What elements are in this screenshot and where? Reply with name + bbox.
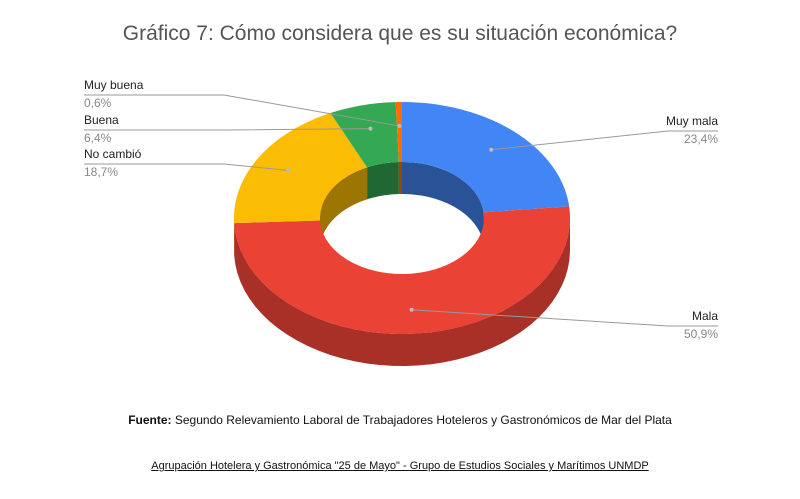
leader-dot-muy-buena [397, 124, 402, 128]
leader-dot-buena [368, 126, 373, 131]
label-buena: Buena [84, 113, 119, 127]
value-muy-mala: 23,4% [684, 132, 718, 146]
slice-muy-mala [402, 102, 570, 213]
value-buena: 6,4% [84, 131, 112, 145]
leader-mala [411, 309, 718, 327]
leader-muy-mala [491, 130, 718, 151]
slice-mala [234, 206, 570, 334]
donut-top [234, 102, 570, 334]
value-muy-buena: 0,6% [84, 96, 112, 110]
label-muy-buena: Muy buena [84, 78, 144, 92]
source-note: Fuente: Segundo Relevamiento Laboral de … [0, 413, 800, 427]
inner-muy-buena [398, 162, 402, 195]
leader-dot-no-cambio [286, 168, 291, 173]
side-mala [234, 218, 570, 366]
credit-line: Agrupación Hotelera y Gastronómica "25 d… [151, 460, 649, 472]
leader-muy-buena [84, 94, 400, 127]
inner-muy-mala [402, 162, 484, 245]
slice-no-cambio [234, 113, 368, 224]
inner-buena [367, 162, 399, 200]
leader-dot-mala [409, 307, 414, 312]
label-mala: Mala [692, 309, 718, 323]
source-text: Segundo Relevamiento Laboral de Trabajad… [171, 413, 672, 427]
leader-dot-muy-mala [489, 147, 494, 152]
label-no-cambio: No cambió [84, 147, 142, 161]
slice-buena [330, 102, 399, 168]
leader-buena [84, 128, 371, 131]
label-muy-mala: Muy mala [666, 114, 718, 128]
donut-inner-wall [320, 162, 484, 250]
chart-title: Gráfico 7: Cómo considera que es su situ… [122, 22, 678, 45]
inner-no-cambio [320, 167, 368, 250]
slice-labels: Muy mala 23,4% Mala 50,9% No cambió 18,7% Buen… [84, 78, 718, 341]
source-prefix: Fuente: [128, 413, 172, 427]
value-no-cambio: 18,7% [84, 165, 118, 179]
donut-side [234, 218, 570, 366]
value-mala: 50,9% [684, 327, 718, 341]
leader-no-cambio [84, 163, 289, 171]
slice-muy-buena [395, 102, 402, 163]
